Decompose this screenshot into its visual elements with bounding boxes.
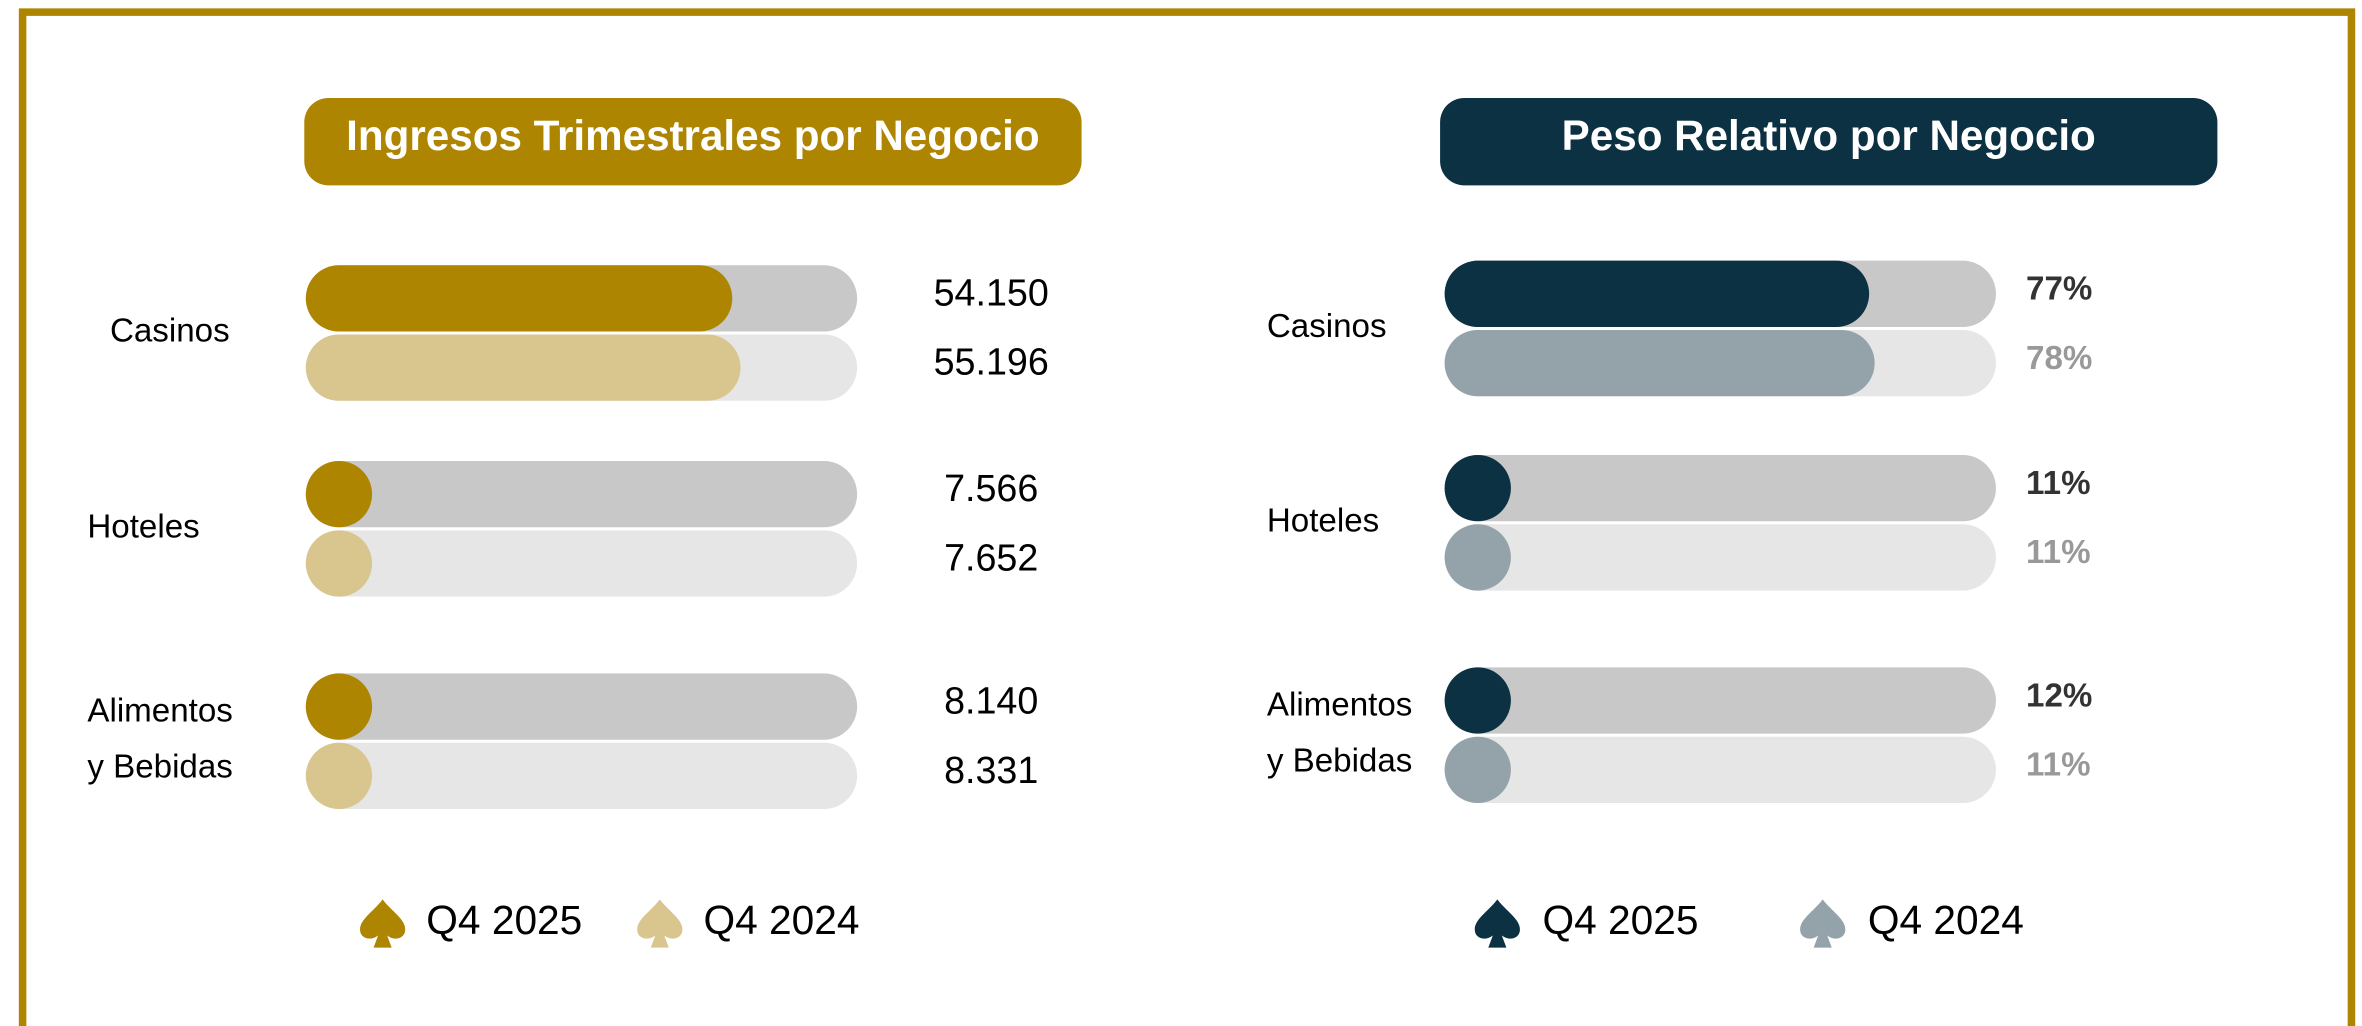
bar	[1444, 736, 1511, 803]
bar	[305, 461, 373, 528]
bar	[1444, 260, 1870, 327]
category-line: Alimentos	[87, 692, 242, 729]
legend-icon	[1800, 899, 1846, 948]
category-line: y Bebidas	[87, 748, 232, 785]
category-line: Alimentos	[1267, 686, 1422, 723]
category-label: Casinos	[110, 313, 230, 350]
chart-title: Ingresos Trimestrales por Negocio	[346, 112, 1039, 159]
value-label: 7.566	[944, 467, 1038, 509]
bar	[1444, 667, 1511, 734]
bar-track	[305, 673, 858, 740]
category-label: Casinos	[1267, 308, 1387, 345]
value-label: 8.331	[944, 749, 1038, 791]
legend-icon	[360, 899, 406, 948]
title-pill	[1440, 97, 2218, 186]
bar-track	[1444, 736, 1996, 803]
bar-track	[1444, 524, 1996, 591]
category-label: Hoteles	[87, 509, 199, 546]
chart-title: Peso Relativo por Negocio	[1562, 112, 2096, 159]
value-label: 55.196	[934, 341, 1049, 383]
bar	[305, 673, 373, 740]
value-label: 8.140	[944, 680, 1038, 722]
value-label: 12%	[2026, 677, 2092, 714]
bar	[305, 530, 373, 597]
category-label: Alimentos y Bebidas	[1267, 686, 1422, 779]
legend-label: Q4 2025	[1543, 897, 1699, 943]
category-line: y Bebidas	[1267, 742, 1412, 779]
bar	[1444, 455, 1511, 522]
bar	[1444, 329, 1875, 397]
bar-track	[1444, 455, 1996, 522]
bar-track	[305, 461, 858, 528]
bar	[1444, 524, 1511, 591]
title-pill	[304, 97, 1082, 186]
bar-track	[1444, 667, 1996, 734]
bar	[305, 334, 741, 401]
value-label: 7.652	[944, 536, 1038, 578]
bar-track	[305, 742, 858, 810]
value-label: 11%	[2026, 534, 2090, 571]
category-label: Hoteles	[1267, 503, 1379, 540]
legend-icon	[1474, 899, 1520, 948]
legend-label: Q4 2024	[703, 897, 859, 943]
legend-label: Q4 2024	[1868, 897, 2024, 943]
frame	[18, 8, 2356, 1026]
bar-track	[305, 530, 858, 597]
bar	[305, 265, 733, 332]
legend-icon	[637, 899, 683, 948]
value-label: 78%	[2026, 340, 2092, 377]
value-label: 54.150	[934, 271, 1049, 313]
bar	[305, 742, 373, 810]
category-label: Alimentos y Bebidas	[87, 692, 242, 785]
value-label: 77%	[2026, 271, 2092, 308]
value-label: 11%	[2026, 465, 2090, 502]
legend-label: Q4 2025	[426, 897, 582, 943]
value-label: 11%	[2026, 747, 2090, 784]
